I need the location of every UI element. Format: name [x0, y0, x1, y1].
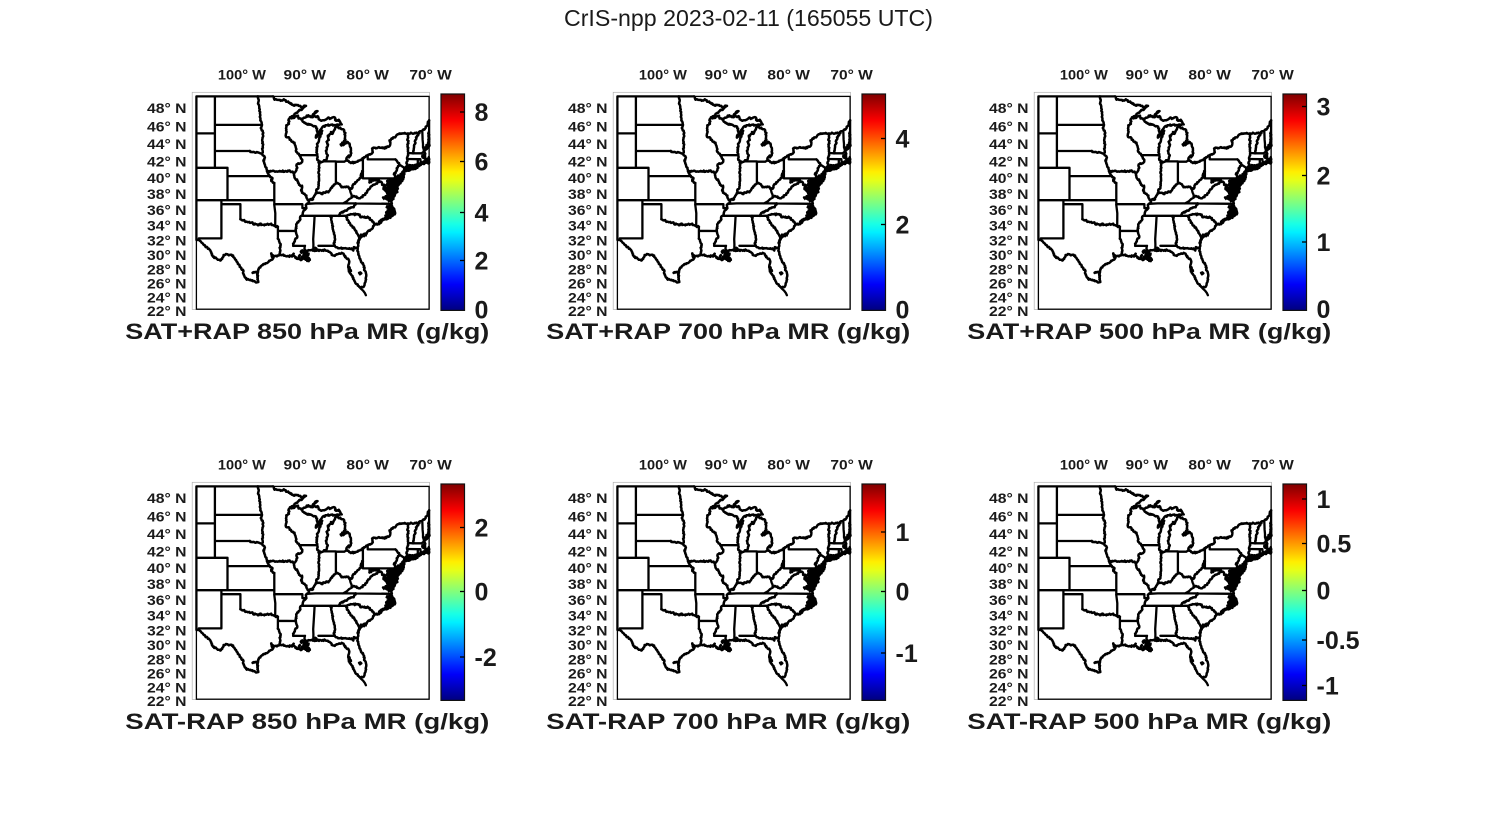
svg-text:2: 2 — [475, 248, 489, 276]
svg-text:0: 0 — [896, 297, 910, 325]
svg-text:CrIS-npp 2023-02-11 (165055 UT: CrIS-npp 2023-02-11 (165055 UTC) — [564, 5, 933, 31]
svg-text:2: 2 — [1317, 163, 1331, 191]
svg-text:SAT-RAP 700 hPa MR (g/kg): SAT-RAP 700 hPa MR (g/kg) — [546, 709, 910, 734]
svg-text:6: 6 — [475, 149, 489, 177]
svg-text:SAT-RAP 500 hPa MR (g/kg): SAT-RAP 500 hPa MR (g/kg) — [967, 709, 1331, 734]
svg-text:SAT+RAP 500 hPa MR (g/kg): SAT+RAP 500 hPa MR (g/kg) — [967, 319, 1331, 344]
svg-text:3: 3 — [1317, 94, 1331, 122]
svg-text:2: 2 — [475, 515, 489, 543]
svg-text:0: 0 — [1317, 296, 1331, 324]
svg-text:4: 4 — [896, 126, 910, 154]
svg-text:2: 2 — [896, 212, 910, 240]
svg-text:-0.5: -0.5 — [1317, 627, 1360, 655]
svg-text:-1: -1 — [1317, 673, 1339, 701]
svg-text:-2: -2 — [475, 644, 497, 672]
svg-text:SAT+RAP 850 hPa MR (g/kg): SAT+RAP 850 hPa MR (g/kg) — [125, 319, 489, 344]
svg-text:0: 0 — [1317, 578, 1331, 606]
svg-text:1: 1 — [896, 519, 910, 547]
svg-text:0: 0 — [475, 297, 489, 325]
svg-text:1: 1 — [1317, 229, 1331, 257]
svg-text:0: 0 — [475, 579, 489, 607]
svg-text:1: 1 — [1317, 486, 1331, 514]
svg-text:SAT+RAP 700 hPa MR (g/kg): SAT+RAP 700 hPa MR (g/kg) — [546, 319, 910, 344]
svg-text:SAT-RAP 850 hPa MR (g/kg): SAT-RAP 850 hPa MR (g/kg) — [125, 709, 489, 734]
svg-text:0.5: 0.5 — [1317, 531, 1352, 559]
svg-text:-1: -1 — [896, 640, 918, 668]
svg-text:4: 4 — [475, 200, 489, 228]
svg-text:8: 8 — [475, 99, 489, 127]
svg-text:0: 0 — [896, 579, 910, 607]
